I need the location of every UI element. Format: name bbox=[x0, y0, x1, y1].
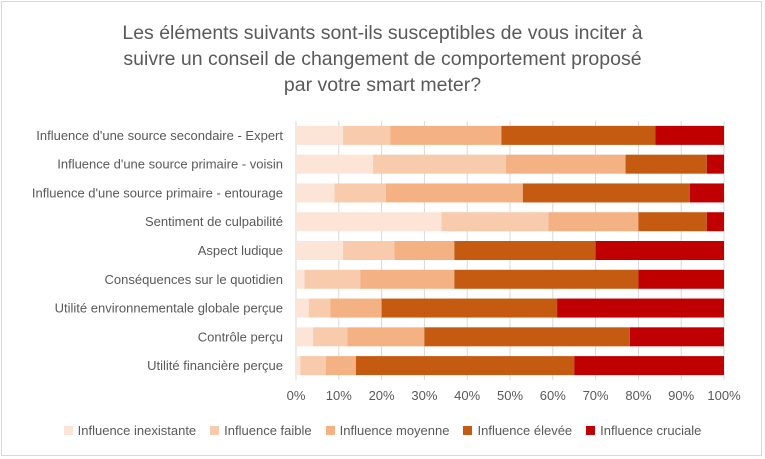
legend-item: Influence élevée bbox=[463, 423, 572, 438]
bar-segment bbox=[689, 183, 724, 203]
legend-item: Influence moyenne bbox=[325, 422, 450, 438]
x-tick-label: 30% bbox=[411, 388, 437, 403]
bar-segment bbox=[347, 327, 425, 347]
legend-label: Influence moyenne bbox=[339, 422, 450, 438]
bar-segment bbox=[505, 154, 626, 174]
category-label: Influence d'une source primaire - voisin bbox=[57, 157, 283, 172]
x-tick-label: 90% bbox=[668, 388, 694, 403]
category-label: Utilité financière perçue bbox=[147, 358, 283, 373]
legend-label: Influence cruciale bbox=[600, 422, 702, 438]
bar-segment bbox=[296, 327, 314, 347]
legend-item: Influence inexistante bbox=[63, 422, 197, 438]
bar-segment bbox=[655, 125, 724, 145]
legend-swatch bbox=[586, 425, 596, 435]
bar-segment bbox=[522, 183, 690, 203]
bar-segment bbox=[638, 269, 724, 289]
x-tick-label: 80% bbox=[625, 388, 651, 403]
bar-segment bbox=[300, 356, 326, 376]
bar-segment bbox=[330, 298, 382, 318]
bar-segment bbox=[343, 125, 391, 145]
bar-segment bbox=[706, 212, 724, 232]
legend-label: Influence inexistante bbox=[77, 422, 197, 438]
bar-segment bbox=[501, 125, 656, 145]
bar-segment bbox=[625, 154, 707, 174]
x-tick-label: 70% bbox=[583, 388, 609, 403]
category-label: Influence d'une source primaire - entour… bbox=[32, 185, 283, 200]
bar-segment bbox=[304, 269, 361, 289]
category-label: Utilité environnementale globale perçue bbox=[55, 301, 283, 316]
legend-swatch bbox=[210, 425, 220, 435]
bar-segment bbox=[595, 241, 724, 260]
bar-segment bbox=[355, 356, 575, 376]
chart-title-line-3: par votre smart meter? bbox=[283, 74, 482, 96]
category-label: Sentiment de culpabilité bbox=[145, 214, 283, 229]
chart-title-line-2: suivre un conseil de changement de compo… bbox=[123, 48, 642, 70]
category-label: Influence d'une source secondaire - Expe… bbox=[36, 128, 283, 143]
bar-segment bbox=[325, 356, 356, 376]
bar-segment bbox=[313, 327, 348, 347]
chart-legend: Influence inexistante Influence faible Inf… bbox=[0, 421, 765, 439]
bar-segment bbox=[360, 269, 455, 289]
x-tick-label: 10% bbox=[326, 388, 352, 403]
bar-segment bbox=[629, 327, 724, 347]
legend-item: Influence faible bbox=[210, 422, 312, 438]
bar-segment bbox=[574, 356, 724, 376]
bar-segment bbox=[308, 298, 331, 318]
x-tick-label: 60% bbox=[540, 388, 566, 403]
bar-segment bbox=[557, 298, 724, 318]
bar-segment bbox=[638, 212, 707, 232]
bar-segment bbox=[296, 154, 374, 174]
bar-segment bbox=[296, 269, 305, 289]
bar-segment bbox=[343, 241, 395, 260]
bar-segment bbox=[296, 356, 301, 376]
legend-swatch bbox=[63, 425, 73, 435]
legend-item: Influence cruciale bbox=[586, 423, 701, 438]
bar-segment bbox=[296, 241, 344, 260]
bar-segment bbox=[296, 298, 309, 318]
bar-segment bbox=[385, 183, 523, 203]
chart-title-line-1: Les éléments suivants sont-ils susceptib… bbox=[122, 22, 643, 44]
legend-swatch bbox=[463, 425, 473, 435]
bar-segment bbox=[390, 125, 502, 145]
bar-segment bbox=[296, 212, 442, 232]
bar-segment bbox=[706, 154, 724, 174]
chart-title: Les éléments suivants sont-ils susceptib… bbox=[0, 20, 765, 98]
category-label: Conséquences sur le quotidien bbox=[104, 272, 283, 287]
legend-label: Influence faible bbox=[224, 422, 312, 438]
bar-segment bbox=[441, 212, 549, 232]
bar-segment bbox=[454, 241, 596, 260]
x-tick-label: 40% bbox=[454, 388, 480, 403]
x-tick-label: 20% bbox=[369, 388, 395, 403]
bar-segment bbox=[394, 241, 455, 260]
category-label: Contrôle perçu bbox=[198, 329, 283, 344]
legend-label: Influence élevée bbox=[477, 422, 573, 438]
bar-segment bbox=[454, 269, 639, 289]
category-label: Aspect ludique bbox=[198, 243, 283, 258]
x-tick-label: 0% bbox=[287, 388, 306, 403]
bar-segment bbox=[296, 183, 335, 203]
bar-segment bbox=[334, 183, 386, 203]
x-tick-label: 100% bbox=[707, 388, 741, 403]
x-tick-label: 50% bbox=[497, 388, 523, 403]
legend-swatch bbox=[325, 425, 335, 435]
bar-segment bbox=[373, 154, 506, 174]
bar-segment bbox=[381, 298, 558, 318]
bar-segment bbox=[548, 212, 639, 232]
bar-segment bbox=[296, 125, 344, 145]
bar-segment bbox=[424, 327, 630, 347]
